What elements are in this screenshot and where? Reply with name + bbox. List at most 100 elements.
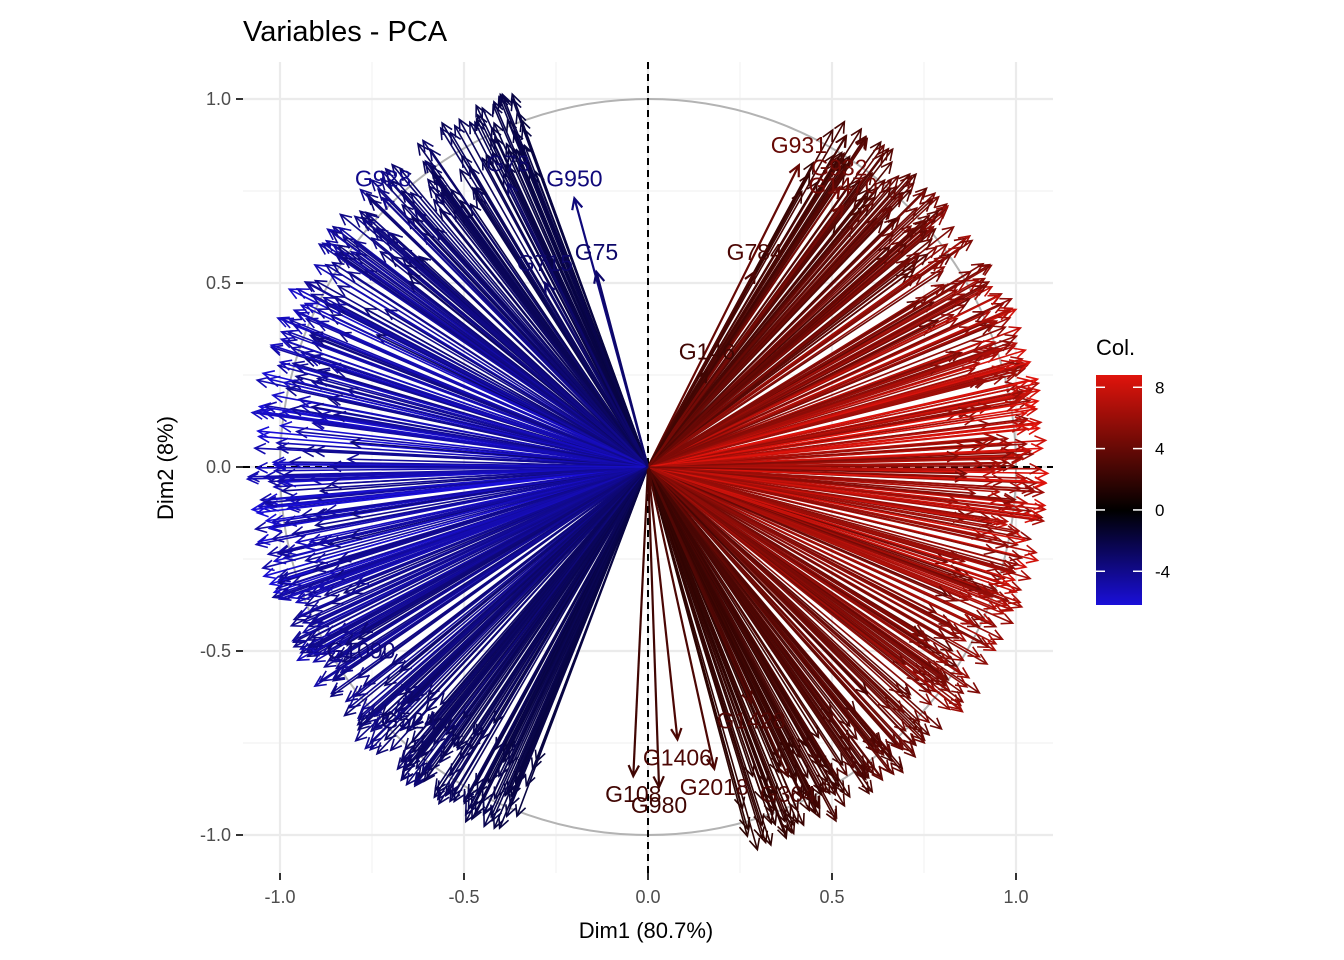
variable-label: G1428: [717, 708, 786, 734]
variable-arrow: [290, 466, 649, 587]
variable-arrow: [647, 466, 964, 713]
variable-arrow: [647, 466, 998, 628]
variable-arrow: [277, 466, 649, 602]
variable-arrow: [647, 466, 751, 839]
variable-arrow: [647, 217, 897, 468]
variable-arrow: [363, 307, 649, 468]
variable-label: G1090: [326, 638, 395, 664]
variable-label: G980: [631, 792, 687, 818]
variable-arrow: [647, 155, 851, 468]
x-tick-label: 0.0: [635, 887, 660, 907]
variable-arrow: [500, 92, 649, 468]
variable-arrow: [341, 466, 649, 663]
variable-arrow: [647, 466, 1017, 583]
variable-arrow: [439, 126, 649, 468]
variable-arrow: [647, 466, 1024, 562]
variable-arrow: [464, 466, 649, 817]
color-legend: Col. 8 4 0 -4: [1096, 335, 1170, 605]
variable-arrow: [647, 466, 1019, 595]
variable-arrow: [291, 466, 649, 538]
variable-arrow: [273, 458, 649, 471]
variable-arrow: [647, 297, 972, 468]
variable-arrow: [317, 243, 649, 468]
variable-arrow: [647, 267, 917, 468]
variable-arrow: [303, 302, 649, 468]
variable-label: G75: [575, 239, 618, 265]
variable-arrow: [482, 466, 649, 815]
labeled-variable-arrow: [647, 162, 801, 468]
variable-arrow: [647, 466, 840, 788]
variable-label: G715: [517, 250, 573, 276]
variable-arrow: [383, 466, 649, 742]
variable-arrow: [647, 440, 988, 468]
variable-arrow: [429, 147, 649, 468]
variable-arrow: [507, 148, 649, 468]
variable-arrow: [647, 325, 1007, 468]
labeled-variable-arrow: [543, 280, 649, 468]
labeled-variable-arrow: [627, 466, 650, 779]
y-tick-label: 0.0: [206, 457, 231, 477]
variable-arrow: [647, 466, 1028, 545]
labeled-variable-arrow: [593, 269, 650, 468]
variable-arrow: [312, 445, 649, 468]
x-tick-label: -1.0: [264, 887, 295, 907]
variable-arrow: [280, 466, 649, 497]
variable-arrow: [338, 213, 649, 468]
variable-arrow: [462, 466, 649, 720]
x-axis-ticks: -1.0 -0.5 0.0 0.5 1.0: [264, 873, 1029, 907]
variable-arrow: [453, 466, 649, 804]
variable-arrow: [450, 188, 649, 468]
variable-arrow: [297, 395, 649, 468]
variable-arrow: [647, 396, 1040, 468]
x-tick-label: 1.0: [1003, 887, 1028, 907]
variable-arrow: [263, 466, 649, 508]
variable-arrow: [309, 331, 649, 468]
x-tick-label: -0.5: [448, 887, 479, 907]
variable-arrow: [294, 426, 649, 468]
variable-arrow: [647, 466, 948, 640]
variable-arrow: [647, 466, 905, 751]
variable-arrow: [263, 401, 649, 468]
variable-label: G928: [355, 165, 411, 191]
variable-arrow: [411, 466, 649, 754]
variable-arrow: [647, 263, 992, 468]
variable-arrow: [647, 466, 938, 614]
variable-arrow: [647, 466, 1038, 497]
variable-arrow: [331, 466, 649, 663]
legend-tick-label: 4: [1155, 440, 1164, 459]
variable-label: G931: [771, 132, 827, 158]
variable-arrow: [647, 466, 1017, 505]
labeled-variable-arrow: [358, 466, 649, 634]
variable-arrow: [647, 466, 947, 684]
variable-arrow: [362, 218, 649, 468]
variable-arrow: [647, 466, 1048, 488]
variable-arrow: [647, 466, 1022, 536]
labeled-variable-arrow: [507, 181, 649, 468]
variable-arrow: [647, 466, 1047, 515]
variable-arrow: [519, 118, 649, 468]
variable-arrow: [304, 466, 649, 607]
variable-arrow: [647, 206, 893, 468]
chart-title: Variables - PCA: [243, 16, 448, 48]
variable-arrow: [245, 466, 649, 485]
variable-label: G108: [605, 781, 661, 807]
variable-arrow: [405, 466, 649, 787]
legend-tick-label: -4: [1155, 562, 1170, 581]
variable-label: G2018: [680, 774, 749, 800]
variable-arrow: [647, 466, 991, 523]
variable-arrow: [647, 466, 820, 740]
variable-arrow: [331, 303, 649, 468]
variable-arrow: [647, 281, 991, 468]
variable-arrow: [368, 198, 649, 468]
variable-arrow: [324, 263, 649, 468]
variable-arrow: [292, 466, 649, 648]
variable-arrow: [647, 466, 991, 649]
legend-tick-label: 8: [1155, 378, 1164, 397]
variable-arrow: [469, 466, 649, 751]
y-tick-label: -1.0: [200, 825, 231, 845]
variable-arrow: [647, 466, 795, 826]
variable-arrow: [275, 437, 649, 468]
variable-arrow: [647, 466, 870, 795]
